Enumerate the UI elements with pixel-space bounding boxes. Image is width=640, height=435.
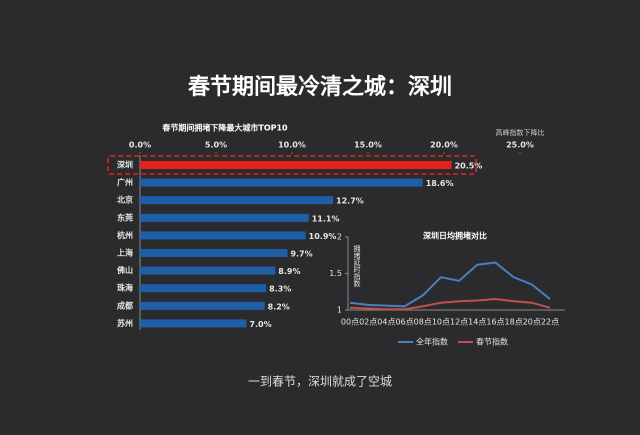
y-tick-label: 北京 xyxy=(117,195,133,205)
x-tick-label: 04点 xyxy=(377,318,395,327)
x-tick-label: 06点 xyxy=(395,318,413,327)
x-tick-label: 25.0% xyxy=(506,141,534,150)
x-tick-label: 0.0% xyxy=(129,141,151,150)
x-tick-label: 08点 xyxy=(414,318,432,327)
caption: 一到春节，深圳就成了空城 xyxy=(248,375,392,389)
y-tick-label: 上海 xyxy=(117,248,133,258)
line-chart-title: 深圳日均拥堵对比 xyxy=(423,231,487,241)
x-tick-label: 10.0% xyxy=(278,141,306,150)
y-tick-label: 1.5 xyxy=(329,269,342,278)
x-tick-label: 20.0% xyxy=(430,141,458,150)
y-tick-label: 深圳 xyxy=(117,160,133,170)
bar-chart-title: 春节期间拥堵下降最大城市TOP10 xyxy=(162,123,288,133)
value-label: 9.7% xyxy=(290,250,312,259)
page-title: 春节期间最冷清之城：深圳 xyxy=(188,74,452,100)
value-label: 18.6% xyxy=(426,179,454,188)
x-tick-label: 02点 xyxy=(359,318,377,327)
bar xyxy=(140,196,334,205)
y-tick-label: 苏州 xyxy=(117,318,133,328)
line-series xyxy=(349,261,551,308)
bar xyxy=(140,161,452,169)
y-axis-label: 拥堵延时指数 xyxy=(353,244,361,288)
bar xyxy=(140,213,309,222)
x-tick-label: 12点 xyxy=(450,318,468,327)
x-tick-label: 5.0% xyxy=(205,141,227,150)
y-tick-label: 杭州 xyxy=(117,230,133,240)
y-tick-label: 东莞 xyxy=(117,212,133,222)
value-label: 8.3% xyxy=(269,285,291,294)
value-label: 8.9% xyxy=(278,267,300,276)
y-tick-label: 成都 xyxy=(117,300,133,310)
bar xyxy=(140,231,306,240)
y-tick-label: 佛山 xyxy=(116,265,133,275)
value-label: 12.7% xyxy=(336,197,364,206)
legend-label: 春节指数 xyxy=(476,337,508,347)
y-tick-label: 珠海 xyxy=(117,283,133,293)
bar xyxy=(140,284,267,293)
y-tick-label: 1 xyxy=(337,306,342,315)
x-axis-label: 高峰指数下降比 xyxy=(496,128,545,137)
x-tick-label: 10点 xyxy=(432,318,450,327)
bar xyxy=(140,249,288,257)
x-tick-label: 15.0% xyxy=(354,141,382,150)
value-label: 10.9% xyxy=(309,232,337,241)
bar xyxy=(140,178,423,187)
x-tick-label: 20点 xyxy=(523,318,541,327)
bar xyxy=(140,266,276,275)
value-label: 20.5% xyxy=(455,162,483,171)
line-series xyxy=(349,298,551,311)
x-tick-label: 00点 xyxy=(341,318,359,327)
value-label: 11.1% xyxy=(312,214,340,223)
value-label: 8.2% xyxy=(268,302,290,311)
x-tick-label: 18点 xyxy=(505,318,523,327)
bar xyxy=(140,301,265,310)
x-tick-label: 22点 xyxy=(541,318,559,327)
x-tick-label: 16点 xyxy=(486,318,504,327)
y-tick-label: 广州 xyxy=(117,177,133,187)
bar xyxy=(140,319,247,328)
x-tick-label: 14点 xyxy=(468,318,486,327)
value-label: 7.0% xyxy=(249,320,271,329)
legend-label: 全年指数 xyxy=(416,337,448,347)
y-tick-label: 2 xyxy=(337,233,342,242)
